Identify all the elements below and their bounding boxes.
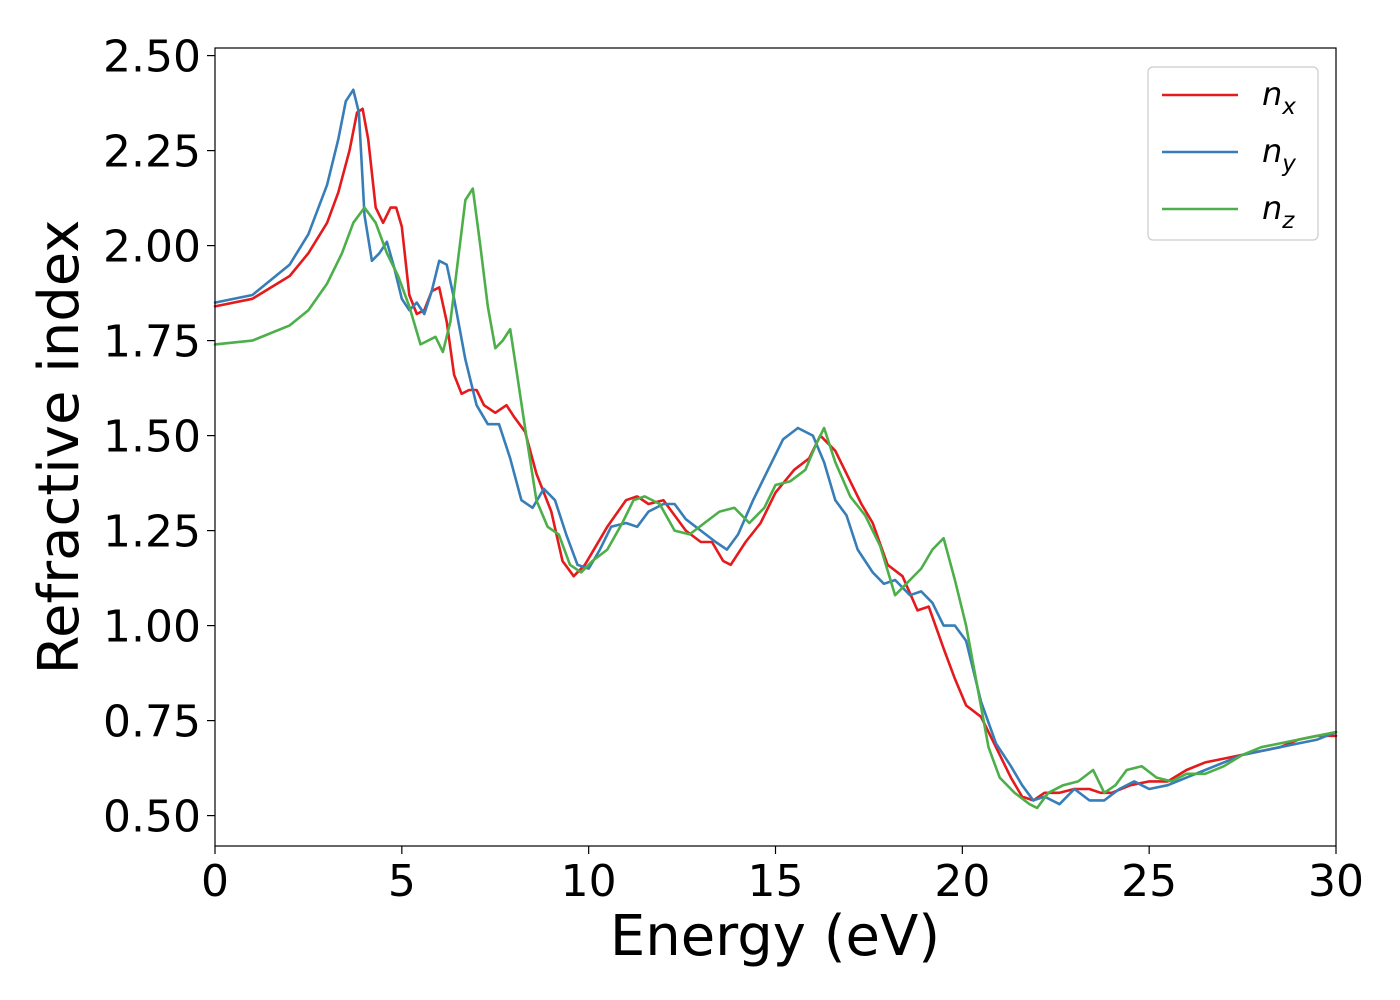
series-line-z [213,187,1338,810]
x-tick-label: 5 [388,856,416,907]
legend-label-y: ny [1262,132,1296,177]
series-line-x [213,107,1338,802]
y-tick-label: 1.25 [103,507,201,558]
x-tick-label: 30 [1308,856,1364,907]
x-tick-label: 15 [748,856,804,907]
x-tick-label: 0 [201,856,229,907]
series-line-y [213,88,1338,806]
legend-label-x: nx [1262,75,1296,120]
series-layer [213,88,1338,810]
x-tick-label: 25 [1121,856,1177,907]
y-axis-title: Refractive index [27,220,92,675]
y-tick-label: 2.50 [103,32,201,83]
legend-box [1147,66,1319,241]
x-tick-label: 20 [934,856,990,907]
y-axis-ticks: 0.50 0.75 1.00 1.25 1.50 1.75 2.00 2.25 2.50 [103,32,215,843]
x-tick-label: 10 [561,856,617,907]
y-tick-label: 1.00 [103,602,201,653]
y-tick-label: 0.50 [103,792,201,843]
legend-label-z: nz [1262,189,1295,234]
y-tick-label: 2.25 [103,127,201,178]
y-tick-label: 0.75 [103,697,201,748]
legend: nx ny nz [1147,66,1319,241]
x-axis-title: Energy (eV) [610,904,940,969]
y-tick-label: 1.75 [103,317,201,368]
x-axis-ticks: 0 5 10 15 20 25 30 [201,846,1364,907]
y-tick-label: 2.00 [103,222,201,273]
y-tick-label: 1.50 [103,412,201,463]
